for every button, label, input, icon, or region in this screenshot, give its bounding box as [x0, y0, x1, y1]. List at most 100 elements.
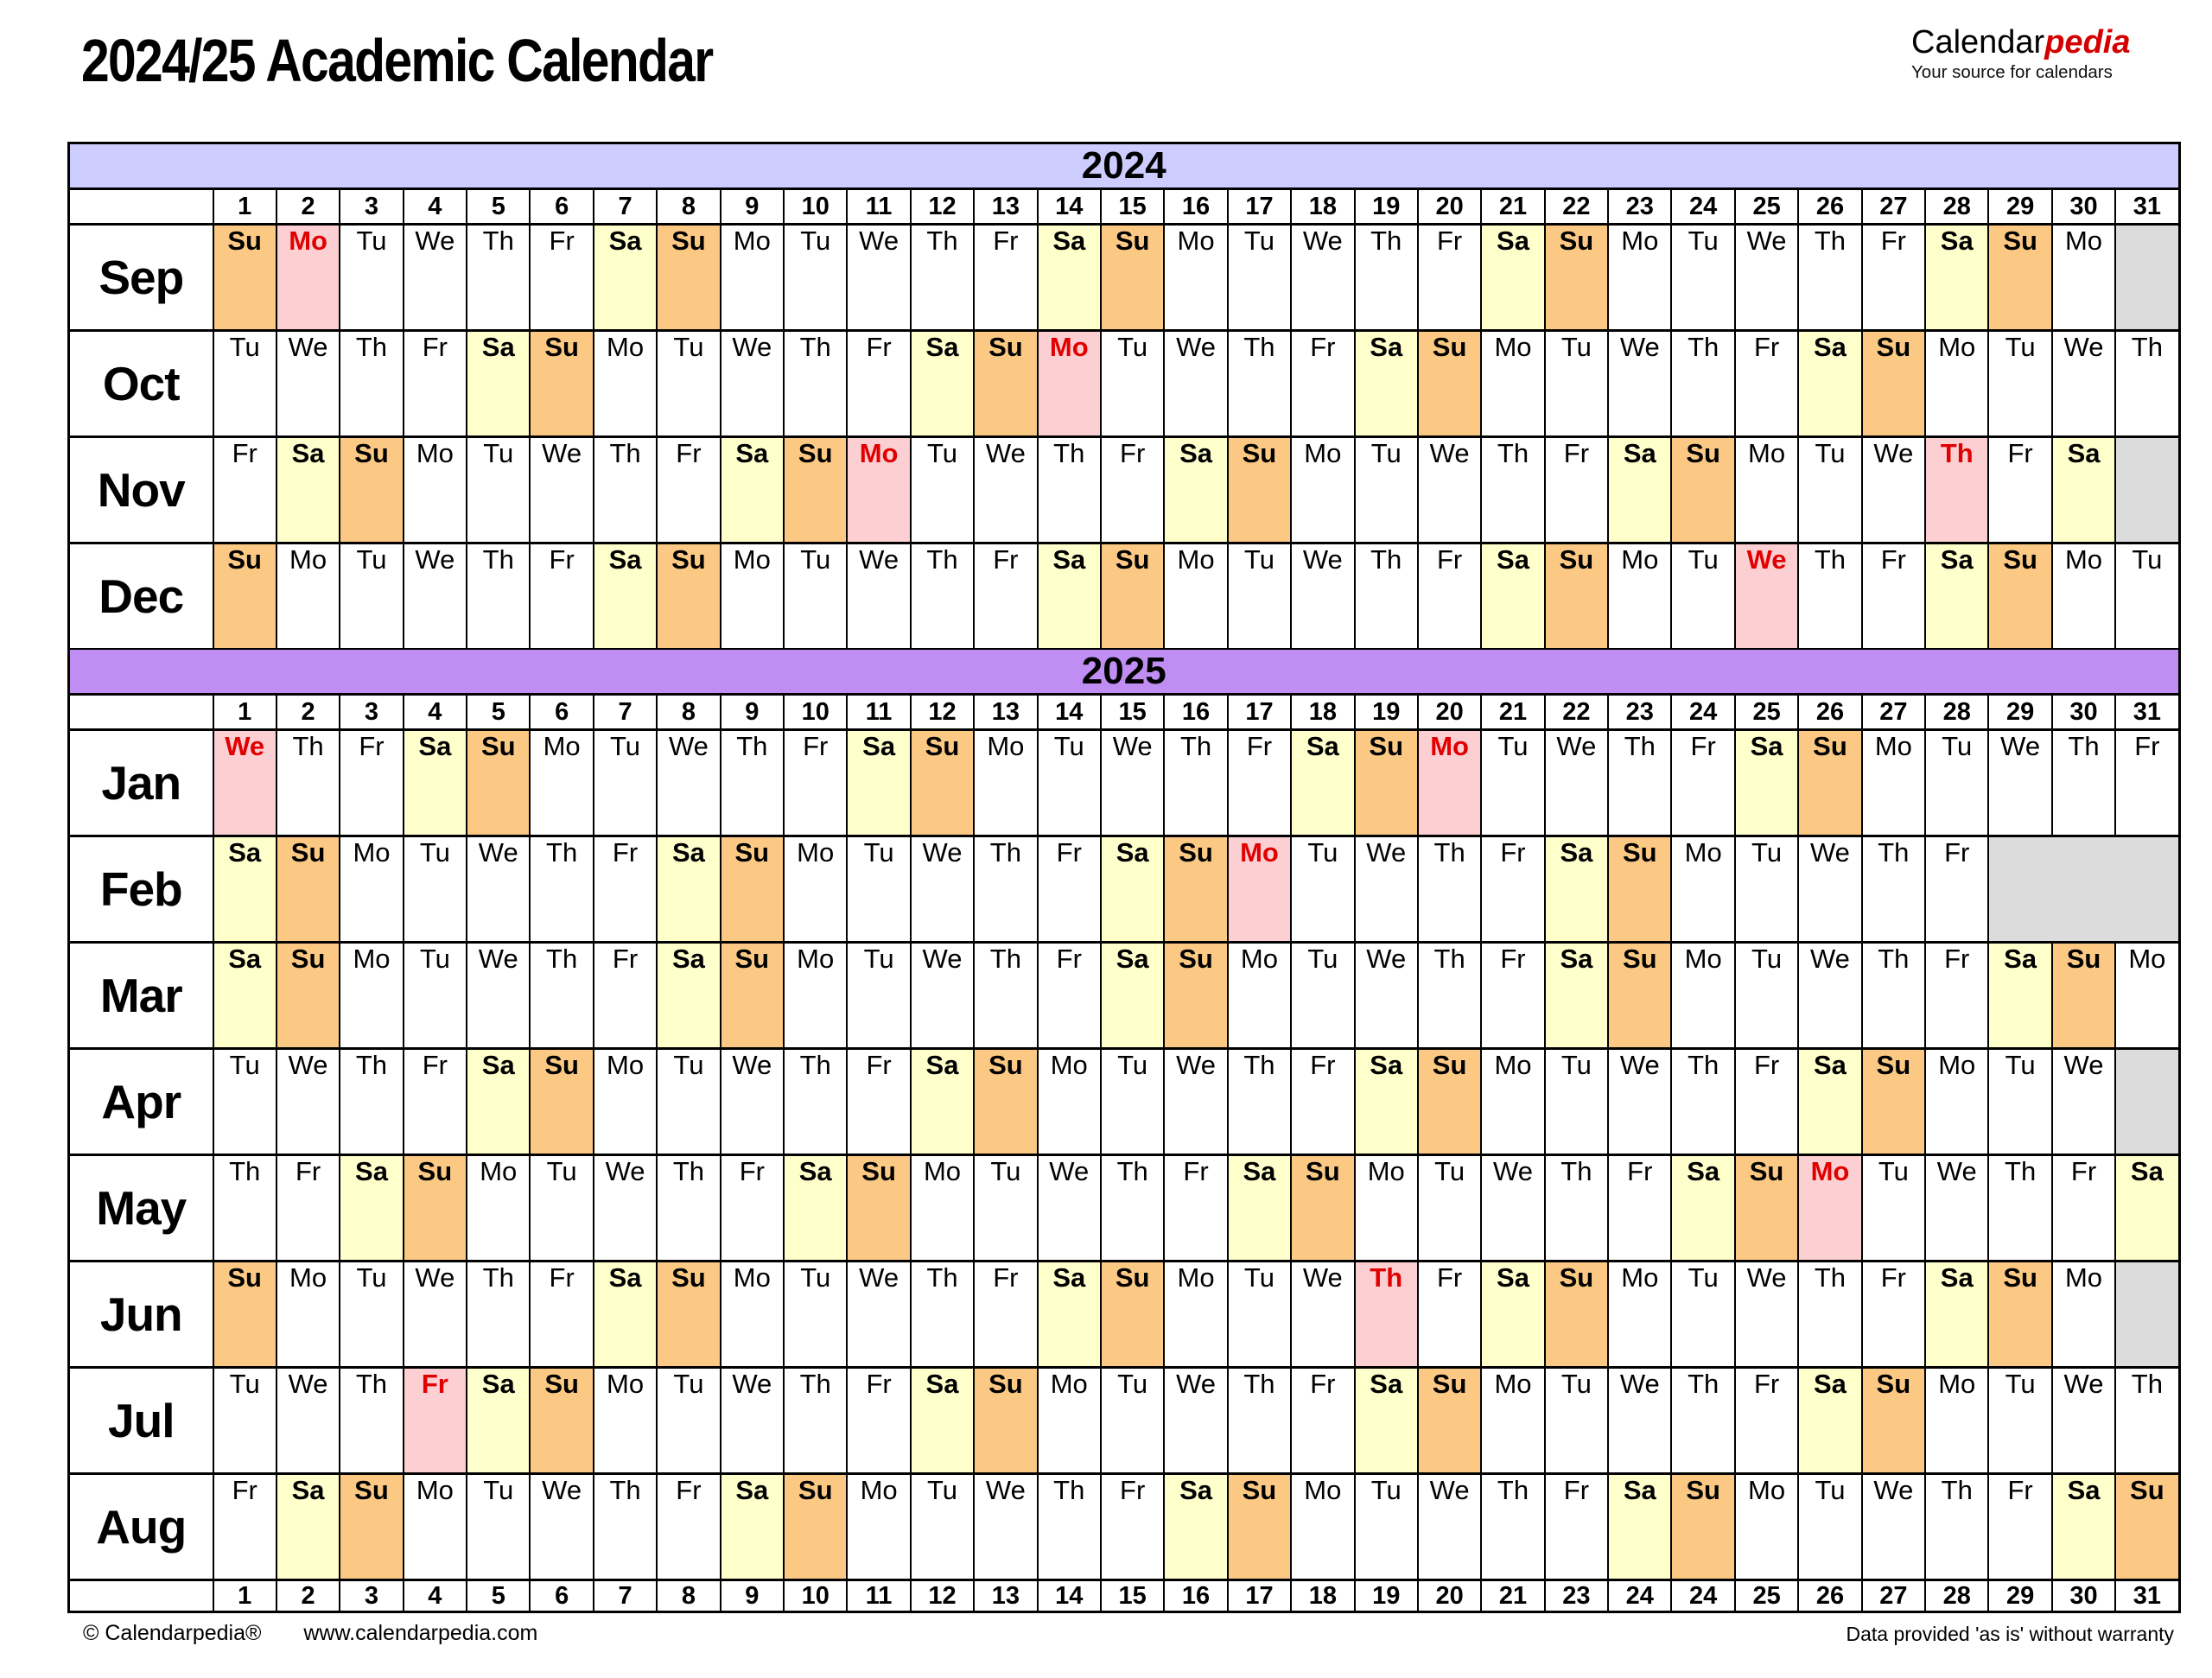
- day-cell: We: [1733, 542, 1800, 650]
- day-cell: Sa: [846, 728, 912, 837]
- month-row-oct: Oct Tu We Th Fr Sa Su Mo Tu We Th Fr Sa Su Mo Tu We Th Fr S…: [67, 329, 2180, 438]
- day-number: 19: [1353, 188, 1419, 226]
- day-number: 15: [1099, 188, 1166, 226]
- day-cell: Sa: [1099, 835, 1166, 944]
- day-number: 27: [1860, 1579, 1927, 1613]
- day-number: 23: [1607, 693, 1673, 731]
- day-number: 21: [1480, 1579, 1546, 1613]
- day-cell: Su: [529, 1366, 594, 1475]
- day-cell: Su: [1543, 1260, 1610, 1369]
- day-cell: Tu: [1670, 1260, 1736, 1369]
- day-number: 26: [1797, 1579, 1863, 1613]
- month-row-nov: Nov Fr Sa Su Mo Tu We Th Fr Sa Su Mo Tu We Th Fr Sa Su Mo T…: [67, 435, 2180, 544]
- day-cell: We: [2050, 329, 2117, 438]
- day-cell: Th: [466, 223, 531, 332]
- day-number: 7: [592, 693, 658, 731]
- day-cell: Th: [909, 223, 976, 332]
- day-cell: Tu: [656, 1047, 721, 1156]
- day-cell: Tu: [656, 329, 721, 438]
- day-cell: Sa: [909, 1047, 976, 1156]
- day-cell: We: [1860, 435, 1927, 544]
- day-number: 15: [1099, 693, 1166, 731]
- day-cell: Tu: [529, 1154, 594, 1262]
- day-number: 18: [1290, 693, 1356, 731]
- day-cell: Mo: [339, 941, 404, 1050]
- day-cell: Fr: [973, 1260, 1039, 1369]
- day-number: 18: [1290, 188, 1356, 226]
- day-cell: Tu: [846, 835, 912, 944]
- month-row-jul: Jul Tu We Th Fr Sa Su Mo Tu We Th Fr Sa Su Mo Tu We Th Fr S…: [67, 1366, 2180, 1475]
- day-cell: Su: [1987, 542, 2053, 650]
- day-cell: We: [846, 542, 912, 650]
- day-cell: We: [1163, 1366, 1229, 1475]
- day-cell: Tu: [783, 1260, 849, 1369]
- day-cell: Su: [1543, 542, 1610, 650]
- day-number: 9: [719, 188, 785, 226]
- logo-wordmark[interactable]: Calendarpedia: [1911, 24, 2171, 60]
- footer-url-link[interactable]: www.calendarpedia.com: [303, 1621, 538, 1645]
- day-cell: We: [466, 835, 531, 944]
- day-cell: Th: [1163, 728, 1229, 837]
- day-number: 31: [2114, 188, 2180, 226]
- day-cell: Tu: [1860, 1154, 1927, 1262]
- day-cell: Th: [1036, 1472, 1102, 1581]
- day-cell: Tu: [1353, 1472, 1419, 1581]
- day-cell: Tu: [1290, 941, 1356, 1050]
- day-cell: Fr: [1036, 941, 1102, 1050]
- day-cell: Mo: [1733, 1472, 1800, 1581]
- day-number: 3: [339, 1579, 404, 1613]
- day-cell: Su: [339, 435, 404, 544]
- month-label: Sep: [67, 223, 214, 332]
- day-cell: Sa: [2050, 1472, 2117, 1581]
- day-number: 21: [1480, 188, 1546, 226]
- day-number: 24: [1670, 1579, 1736, 1613]
- day-cell: Tu: [339, 542, 404, 650]
- day-number: 4: [402, 693, 468, 731]
- day-cell: We: [719, 1366, 785, 1475]
- day-cell: We: [2050, 1366, 2117, 1475]
- day-cell: We: [1163, 1047, 1229, 1156]
- day-cell: Sa: [909, 1366, 976, 1475]
- day-cell: Sa: [1670, 1154, 1736, 1262]
- day-cell: Tu: [1733, 835, 1800, 944]
- footer-copyright: © Calendarpedia®: [83, 1621, 262, 1645]
- day-number: 11: [846, 693, 912, 731]
- day-cell: Th: [1036, 435, 1102, 544]
- day-cell: Fr: [2050, 1154, 2117, 1262]
- day-cell: Tu: [212, 1366, 277, 1475]
- day-cell: We: [1607, 1047, 1673, 1156]
- day-cell: Sa: [1733, 728, 1800, 837]
- footer-disclaimer: Data provided 'as is' without warranty: [1846, 1623, 2174, 1645]
- day-cell: Fr: [529, 223, 594, 332]
- day-number: 18: [1290, 1579, 1356, 1613]
- month-row-mar: Mar Sa Su Mo Tu We Th Fr Sa Su Mo Tu We Th Fr Sa Su Mo Tu W…: [67, 941, 2180, 1050]
- day-number: 16: [1163, 188, 1229, 226]
- day-number: 4: [402, 1579, 468, 1613]
- day-cell: Mo: [973, 728, 1039, 837]
- day-cell: Th: [1353, 1260, 1419, 1369]
- day-cell: Mo: [1480, 1366, 1546, 1475]
- day-cell: Th: [1797, 1260, 1863, 1369]
- month-label: Dec: [67, 542, 214, 650]
- day-number: 25: [1733, 693, 1800, 731]
- calendarpedia-logo[interactable]: Calendarpedia Your source for calendars: [1911, 24, 2171, 81]
- day-cell: Th: [909, 1260, 976, 1369]
- day-cell: Sa: [1353, 1047, 1419, 1156]
- logo-part-calendar: Calendar: [1911, 24, 2045, 60]
- day-cell: Mo: [909, 1154, 976, 1262]
- day-cell: Su: [1226, 435, 1293, 544]
- day-cell: We: [1733, 223, 1800, 332]
- day-number: 30: [2050, 693, 2117, 731]
- day-numbers-row-bottom: 1 2 3 4 5 6 7 8 9 10 11 12 13 14 15 16 17 18 19 20 21 23 24 24 2…: [67, 1579, 2180, 1613]
- day-cell: Fr: [1416, 542, 1483, 650]
- day-cell: Mo: [1480, 329, 1546, 438]
- day-number: 31: [2114, 693, 2180, 731]
- day-cell: Fr: [529, 1260, 594, 1369]
- month-label: Feb: [67, 835, 214, 944]
- day-cell: Fr: [1924, 941, 1990, 1050]
- day-cell: Fr: [1924, 835, 1990, 944]
- day-cell: Sa: [1797, 329, 1863, 438]
- day-cell: Tu: [1226, 1260, 1293, 1369]
- day-cell: Sa: [783, 1154, 849, 1262]
- day-number: 26: [1797, 188, 1863, 226]
